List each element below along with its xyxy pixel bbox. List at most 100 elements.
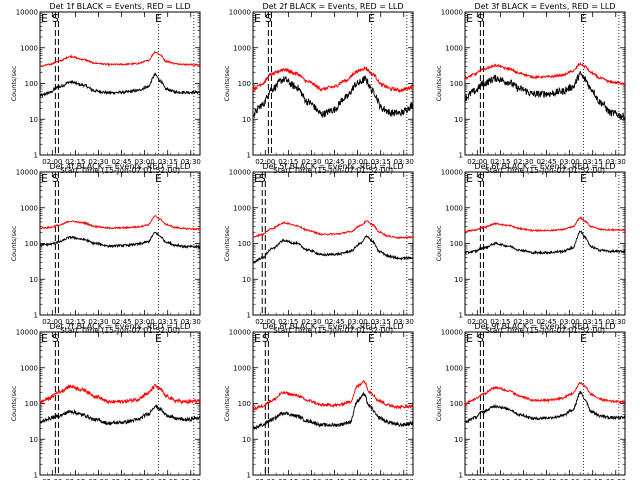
y-tick-label: 100 [238, 80, 251, 88]
marker-letter-e: E [580, 12, 587, 25]
detector-plot-2: Det 2f BLACK = Events, RED = LLD 1 10 100 10… [223, 2, 414, 175]
x-axis-label: Start Time (15-Jun-07 01:52:00) [485, 326, 605, 335]
y-tick-label: 1 [459, 472, 463, 480]
x-axis-label: Start Time (15-Jun-07 01:52:00) [60, 326, 180, 335]
y-axis-label: Counts/sec [10, 65, 18, 101]
x-tick-label: 03:00 [560, 478, 580, 480]
y-tick-label: 10000 [16, 169, 38, 177]
y-tick-label: 10000 [229, 169, 251, 177]
marker-letter-e: E [466, 172, 473, 185]
y-tick-label: 10 [29, 116, 38, 124]
marker-letter-e: E [254, 12, 261, 25]
series-line-lld [39, 215, 201, 231]
marker-letter-e: E [368, 332, 375, 345]
x-tick-label: 03:15 [158, 158, 178, 166]
marker-letter-s: S [262, 332, 269, 345]
plot-title: Det 3f BLACK = Events, RED = LLD [474, 2, 615, 11]
x-tick-label: 02:15 [490, 318, 510, 326]
x-tick-label: 03:00 [560, 158, 580, 166]
plot-frame [39, 171, 201, 316]
y-tick-label: 10000 [441, 169, 463, 177]
x-tick-label: 02:30 [301, 158, 321, 166]
y-tick-label: 10 [242, 436, 251, 444]
series-line-lld [252, 380, 414, 411]
marker-letter-e: E [155, 332, 162, 345]
x-tick-label: 02:45 [324, 318, 344, 326]
marker-letter-s: S [52, 12, 59, 25]
x-tick-label: 03:30 [394, 478, 414, 480]
x-tick-label: 02:15 [65, 478, 85, 480]
y-tick-label: 1 [34, 472, 38, 480]
detector-plot-1: Det 1f BLACK = Events, RED = LLD 1 10 100 10… [10, 2, 201, 175]
y-tick-label: 1 [247, 312, 251, 320]
y-tick-label: 10000 [16, 9, 38, 17]
series-line-lld [39, 384, 201, 405]
y-tick-label: 100 [450, 400, 463, 408]
series-line-events [464, 390, 626, 424]
x-tick-label: 02:30 [513, 478, 533, 480]
y-tick-label: 10 [242, 116, 251, 124]
x-tick-label: 03:15 [158, 478, 178, 480]
marker-letter-e: E [254, 332, 261, 345]
x-tick-label: 03:00 [135, 318, 155, 326]
x-tick-label: 02:30 [88, 318, 108, 326]
series-line-lld [464, 216, 626, 233]
plot-frame [39, 331, 201, 476]
x-tick-label: 03:15 [371, 158, 391, 166]
detector-plot-9: Det 9f BLACK = Events, RED = LLD 1 10 100 10… [435, 322, 626, 480]
series-line-events [39, 72, 201, 99]
y-tick-label: 100 [238, 240, 251, 248]
y-axis-label: Counts/sec [435, 385, 443, 421]
y-tick-label: 10000 [441, 329, 463, 337]
y-axis-label: Counts/sec [223, 385, 231, 421]
marker-letter-s: S [52, 172, 59, 185]
marker-letter-s: S [259, 172, 266, 185]
plot-title: Det 4f BLACK = Events, RED = LLD [49, 162, 190, 171]
marker-letter-e: E [41, 332, 48, 345]
x-tick-label: 03:30 [606, 318, 626, 326]
x-tick-label: 03:30 [606, 158, 626, 166]
detector-plot-4: Det 4f BLACK = Events, RED = LLD 1 10 100 10… [10, 162, 201, 335]
x-tick-label: 02:30 [301, 318, 321, 326]
marker-letter-s: S [477, 332, 484, 345]
x-tick-label: 02:30 [513, 318, 533, 326]
y-axis-label: Counts/sec [223, 65, 231, 101]
detector-plot-7: Det 7f BLACK = Events, RED = LLD 1 10 100 10… [10, 322, 201, 480]
x-tick-label: 03:30 [181, 318, 201, 326]
marker-letter-e: E [466, 12, 473, 25]
plot-title: Det 5f BLACK = Events, RED = LLD [262, 162, 403, 171]
plot-title: Det 6f BLACK = Events, RED = LLD [474, 162, 615, 171]
x-tick-label: 02:00 [255, 158, 275, 166]
y-tick-label: 1000 [445, 364, 463, 372]
x-tick-label: 03:00 [135, 478, 155, 480]
x-tick-label: 02:45 [324, 158, 344, 166]
x-tick-label: 03:15 [371, 478, 391, 480]
x-tick-label: 02:00 [467, 158, 487, 166]
y-tick-label: 10000 [16, 329, 38, 337]
marker-letter-e: E [466, 332, 473, 345]
x-tick-label: 02:45 [324, 478, 344, 480]
series-line-lld [39, 51, 201, 68]
marker-letter-e: E [368, 172, 375, 185]
y-tick-label: 1000 [20, 204, 38, 212]
x-tick-label: 02:15 [65, 318, 85, 326]
series-line-events [252, 74, 414, 119]
x-tick-label: 02:45 [111, 478, 131, 480]
y-tick-label: 100 [238, 400, 251, 408]
plot-frame [464, 331, 626, 476]
x-tick-label: 03:15 [583, 158, 603, 166]
marker-letter-e: E [580, 172, 587, 185]
series-line-events [252, 391, 414, 431]
y-axis-label: Counts/sec [435, 65, 443, 101]
y-tick-label: 100 [450, 80, 463, 88]
x-tick-label: 02:00 [467, 318, 487, 326]
y-tick-label: 10 [454, 276, 463, 284]
detector-plot-6: Det 6f BLACK = Events, RED = LLD 1 10 100 10… [435, 162, 626, 335]
x-tick-label: 02:45 [111, 158, 131, 166]
marker-letter-e: E [368, 12, 375, 25]
y-tick-label: 100 [25, 80, 38, 88]
x-axis-label: Start Time (15-Jun-07 01:52:00) [273, 166, 393, 175]
x-tick-label: 02:00 [42, 318, 62, 326]
marker-letter-e: E [580, 332, 587, 345]
y-tick-label: 100 [25, 240, 38, 248]
